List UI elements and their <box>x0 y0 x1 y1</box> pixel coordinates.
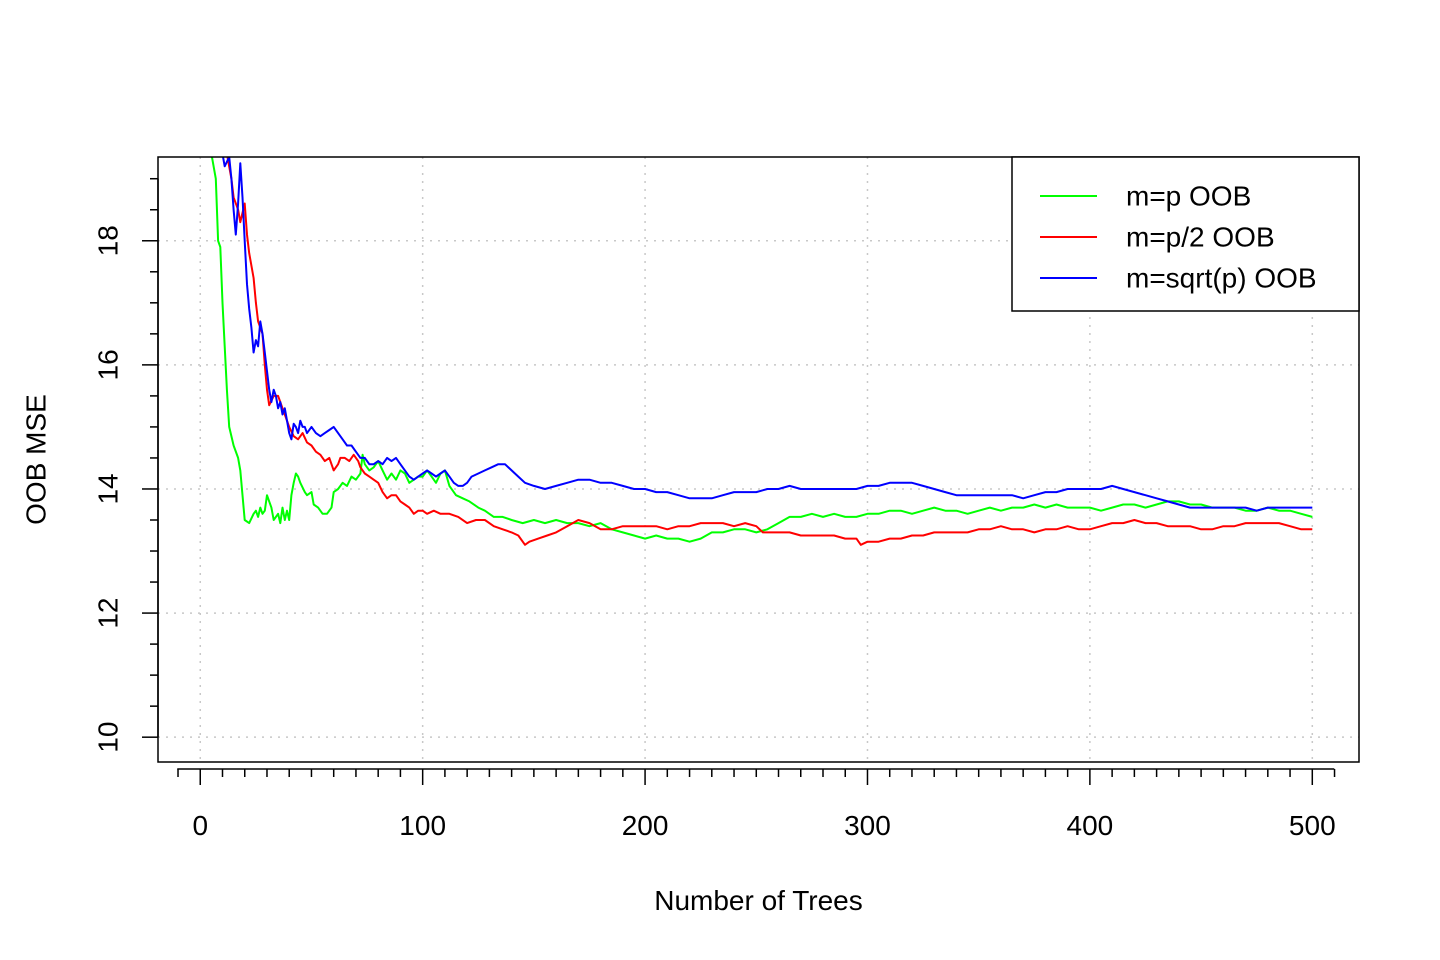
x-axis-title: Number of Trees <box>654 885 863 916</box>
y-tick-label: 14 <box>93 473 124 504</box>
series-line-m-p <box>210 157 1313 543</box>
y-axis-title: OOB MSE <box>21 394 52 525</box>
legend-label-m-sqrtp: m=sqrt(p) OOB <box>1126 263 1317 294</box>
y-tick-label: 12 <box>93 597 124 628</box>
grid-lines <box>158 157 1359 762</box>
x-tick-label: 500 <box>1289 810 1336 841</box>
x-tick-label: 400 <box>1067 810 1114 841</box>
x-tick-label: 100 <box>399 810 446 841</box>
series-line-m-sqrtp <box>222 157 1313 512</box>
series-lines <box>210 157 1313 546</box>
legend: m=p OOB m=p/2 OOB m=sqrt(p) OOB <box>1011 156 1360 312</box>
x-tick-label: 200 <box>622 810 669 841</box>
series-line-m-p2 <box>226 157 1313 546</box>
y-tick-label: 18 <box>93 225 124 256</box>
x-axis: 0 100 200 300 400 500 <box>177 768 1336 841</box>
x-tick-label: 300 <box>844 810 891 841</box>
y-axis: 10 12 14 16 18 <box>93 177 159 753</box>
legend-box <box>1011 156 1360 312</box>
legend-label-m-p2: m=p/2 OOB <box>1126 222 1275 253</box>
y-tick-label: 10 <box>93 722 124 753</box>
legend-label-m-p: m=p OOB <box>1126 181 1251 212</box>
y-tick-label: 16 <box>93 349 124 380</box>
x-tick-label: 0 <box>192 810 208 841</box>
